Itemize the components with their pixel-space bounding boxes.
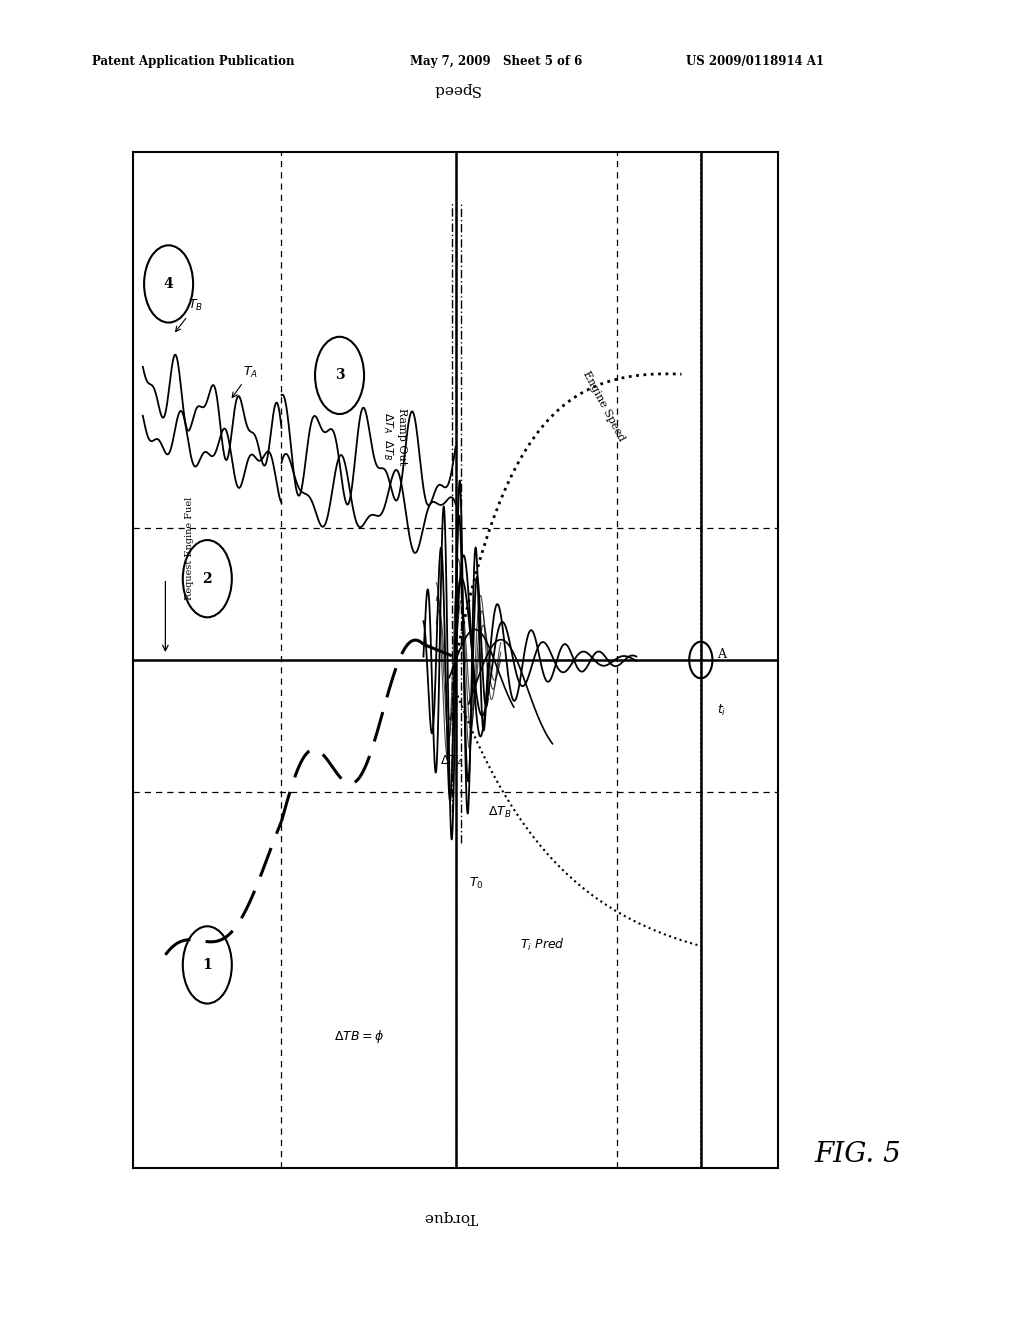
Text: $T_A$: $T_A$ [232,364,258,397]
Text: Ramp Out
$\Delta T_A$  $\Delta T_B$: Ramp Out $\Delta T_A$ $\Delta T_B$ [382,408,408,465]
Text: US 2009/0118914 A1: US 2009/0118914 A1 [686,55,824,69]
Text: Engine Speed: Engine Speed [582,370,627,442]
Text: $\Delta T_A$: $\Delta T_A$ [439,754,463,770]
Text: 4: 4 [164,277,173,290]
Text: 1: 1 [203,958,212,972]
Text: $T_i\ Pred$: $T_i\ Pred$ [520,937,565,953]
Text: 3: 3 [335,368,344,383]
Text: A: A [717,648,726,661]
Text: $T_0$: $T_0$ [469,876,483,891]
Text: $t_i$: $t_i$ [717,704,726,718]
Text: $T_B$: $T_B$ [175,298,203,331]
Text: $\Delta TB = \phi$: $\Delta TB = \phi$ [334,1027,384,1044]
Text: Torque: Torque [424,1210,477,1224]
Text: Request Engine Fuel: Request Engine Fuel [184,496,194,599]
Text: May 7, 2009   Sheet 5 of 6: May 7, 2009 Sheet 5 of 6 [410,55,582,69]
Text: Patent Application Publication: Patent Application Publication [92,55,295,69]
Text: FIG. 5: FIG. 5 [814,1142,901,1168]
Text: 2: 2 [203,572,212,586]
Text: Speed: Speed [432,82,479,96]
Text: $\Delta T_B$: $\Delta T_B$ [488,805,512,820]
